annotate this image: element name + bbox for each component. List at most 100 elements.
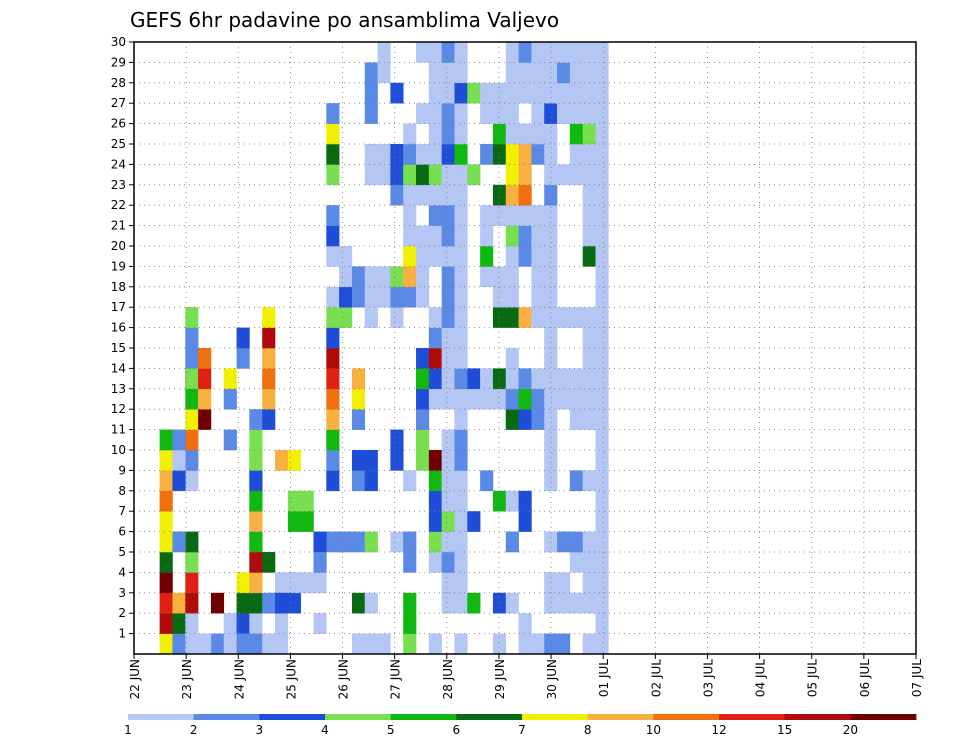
- heatmap-cell: [428, 470, 442, 492]
- heatmap-cell: [364, 470, 378, 492]
- color-scale-label: 4: [321, 723, 329, 737]
- heatmap-cell: [582, 348, 596, 369]
- heatmap-cell: [454, 368, 468, 390]
- heatmap-cell: [557, 531, 571, 553]
- heatmap-cell: [339, 286, 353, 308]
- heatmap-cell: [531, 388, 545, 410]
- heatmap-cell: [454, 633, 468, 655]
- heatmap-cell: [351, 368, 366, 390]
- heatmap-cell: [544, 470, 558, 492]
- heatmap-cell: [390, 307, 404, 328]
- heatmap-cell: [159, 490, 173, 512]
- heatmap-cell: [262, 592, 276, 614]
- color-scale-swatch: [719, 714, 786, 720]
- heatmap-cell: [480, 144, 494, 165]
- heatmap-cell: [428, 205, 442, 226]
- heatmap-cell: [441, 388, 455, 410]
- heatmap-cell: [236, 613, 250, 634]
- y-tick-label: 13: [111, 382, 126, 396]
- heatmap-cell: [198, 409, 212, 430]
- heatmap-cell: [262, 633, 276, 655]
- heatmap-cell: [531, 225, 545, 247]
- heatmap-cell: [454, 246, 468, 267]
- heatmap-cell: [351, 470, 366, 492]
- heatmap-cell: [595, 286, 609, 308]
- heatmap-cell: [172, 613, 186, 634]
- x-tick-label: 25 JUN: [284, 659, 298, 699]
- heatmap-cell: [275, 613, 289, 634]
- heatmap-cell: [326, 531, 340, 553]
- heatmap-cell: [441, 511, 455, 532]
- heatmap-cell: [262, 552, 276, 573]
- y-tick-label: 17: [111, 300, 126, 314]
- heatmap-cell: [441, 42, 455, 63]
- color-scale-label: 3: [256, 723, 264, 737]
- heatmap-cell: [544, 82, 558, 104]
- heatmap-cell: [569, 144, 583, 165]
- heatmap-cell: [595, 368, 609, 390]
- heatmap-cell: [403, 531, 417, 553]
- y-tick-label: 29: [111, 55, 126, 69]
- heatmap-cell: [441, 531, 455, 553]
- heatmap-cell: [249, 592, 263, 614]
- heatmap-cell: [428, 144, 442, 165]
- heatmap-cell: [403, 633, 417, 655]
- heatmap-cell: [569, 388, 583, 410]
- heatmap-cell: [595, 82, 609, 104]
- heatmap-cell: [441, 286, 455, 308]
- heatmap-cell: [595, 572, 609, 594]
- heatmap-cell: [531, 633, 545, 655]
- heatmap-cell: [518, 184, 532, 206]
- heatmap-cell: [454, 388, 468, 410]
- x-tick-label: 28 JUN: [441, 659, 455, 699]
- heatmap-cell: [505, 388, 519, 410]
- heatmap-cell: [428, 82, 442, 104]
- heatmap-cell: [185, 552, 199, 573]
- heatmap-cell: [364, 531, 378, 553]
- heatmap-cell: [326, 368, 340, 390]
- heatmap-cell: [249, 490, 263, 512]
- heatmap-cell: [544, 368, 558, 390]
- heatmap-cell: [249, 572, 263, 594]
- heatmap-cell: [185, 307, 199, 328]
- heatmap-cell: [159, 470, 173, 492]
- heatmap-cell: [492, 266, 507, 288]
- color-scale-swatch: [325, 714, 392, 720]
- heatmap-cell: [454, 511, 468, 532]
- heatmap-cell: [518, 368, 532, 390]
- heatmap-cell: [300, 572, 314, 594]
- heatmap-cell: [377, 266, 391, 288]
- heatmap-cell: [531, 205, 545, 226]
- heatmap-cell: [569, 368, 583, 390]
- heatmap-cell: [505, 409, 519, 430]
- heatmap-cell: [403, 246, 417, 267]
- heatmap-cell: [595, 327, 609, 349]
- heatmap-cell: [441, 490, 455, 512]
- heatmap-cell: [351, 531, 366, 553]
- heatmap-cell: [569, 307, 583, 328]
- heatmap-cell: [595, 184, 609, 206]
- heatmap-cell: [326, 246, 340, 267]
- heatmap-cell: [403, 552, 417, 573]
- heatmap-cell: [531, 307, 545, 328]
- heatmap-cell: [262, 327, 276, 349]
- x-tick-label: 27 JUN: [389, 659, 403, 699]
- heatmap-cell: [416, 450, 430, 471]
- color-scale-swatch: [193, 714, 260, 720]
- heatmap-cell: [390, 286, 404, 308]
- heatmap-cell: [428, 246, 442, 267]
- chart-title: GEFS 6hr padavine po ansamblima Valjevo: [130, 8, 559, 32]
- heatmap-cell: [505, 82, 519, 104]
- heatmap-cell: [544, 103, 558, 124]
- heatmap-cell: [364, 103, 378, 124]
- heatmap-cell: [339, 266, 353, 288]
- heatmap-cell: [416, 348, 430, 369]
- heatmap-cell: [557, 368, 571, 390]
- heatmap-cell: [467, 592, 481, 614]
- heatmap-cell: [428, 123, 442, 145]
- heatmap-cell: [582, 42, 596, 63]
- heatmap-cell: [544, 225, 558, 247]
- heatmap-cell: [364, 307, 378, 328]
- heatmap-cell: [326, 307, 340, 328]
- heatmap-cell: [300, 511, 314, 532]
